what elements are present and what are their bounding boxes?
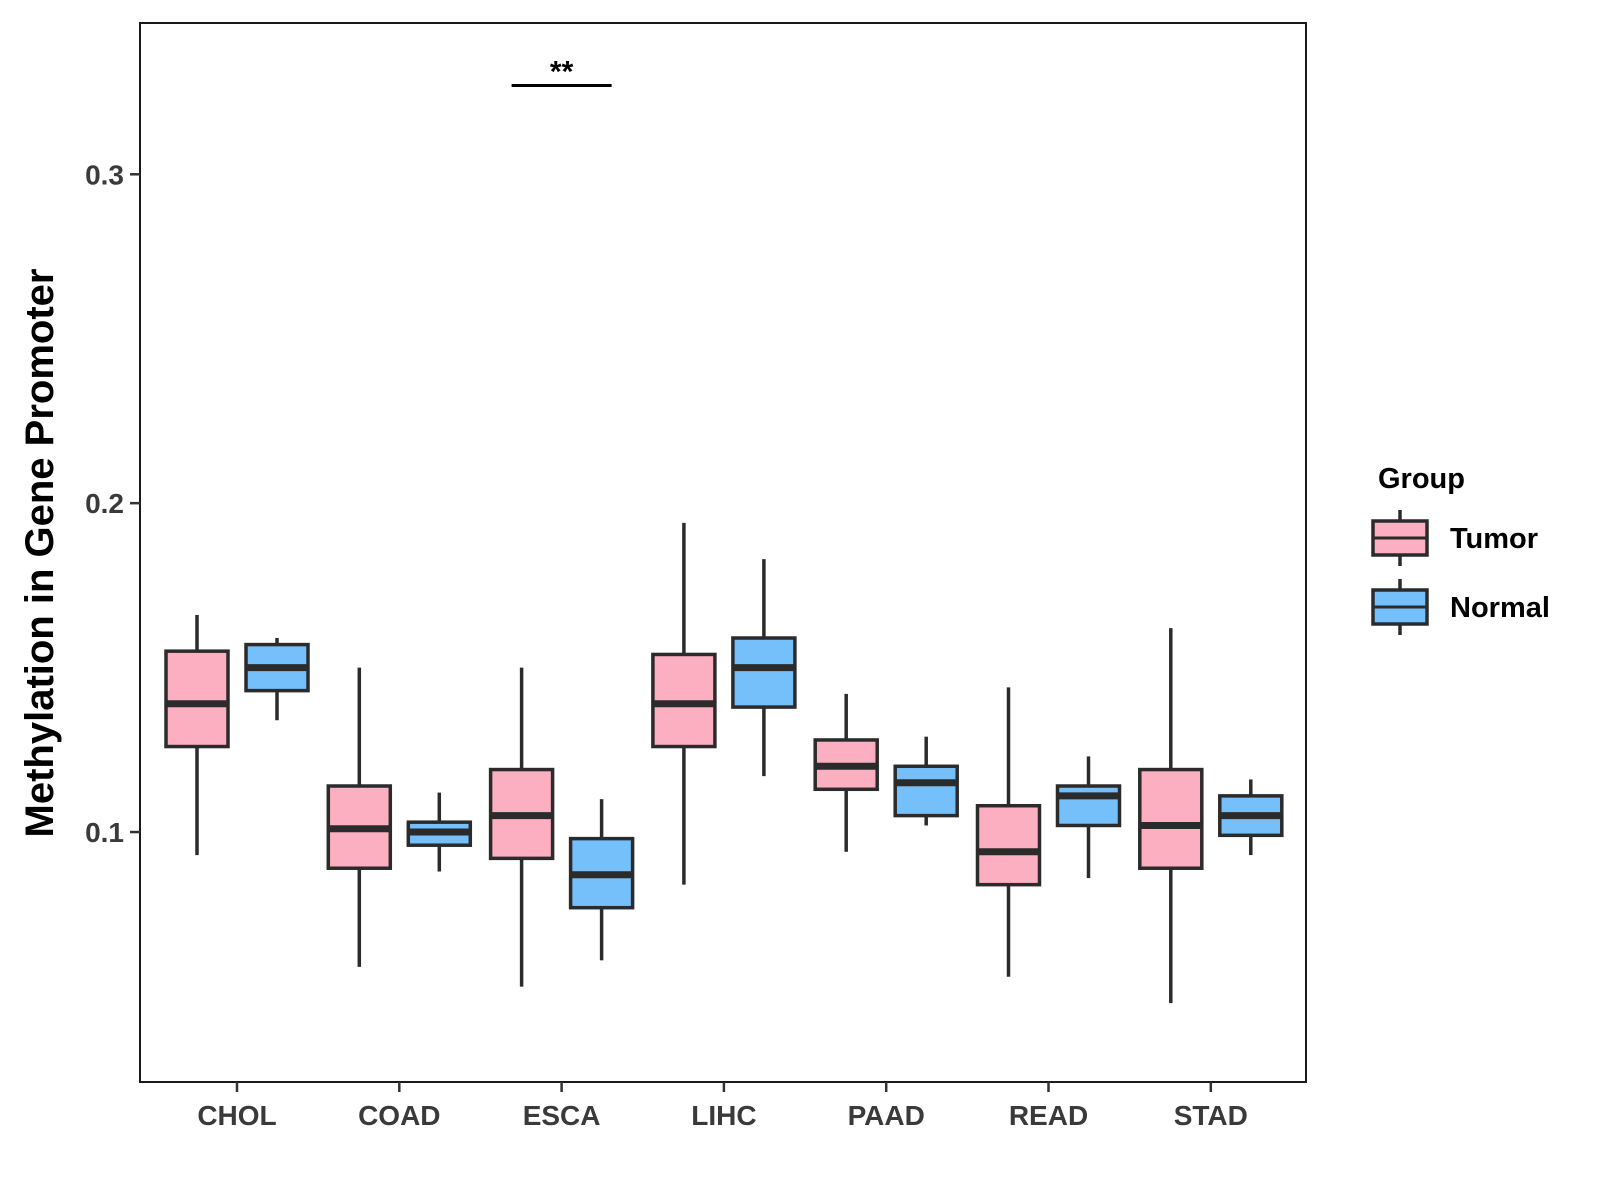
- axes: 0.1 0.2 0.3 CHOL COAD ESCA LIHC PAAD READ STAD: [85, 22, 1307, 1131]
- box-body-normal-paad: [893, 764, 959, 818]
- box-tumor-chol: [164, 614, 230, 856]
- plot-area: **: [164, 55, 1284, 1004]
- box-normal-esca: [568, 799, 635, 961]
- legend-label-tumor: Tumor: [1450, 523, 1538, 555]
- x-tick-label-coad: COAD: [358, 1100, 440, 1131]
- panel-border: [139, 22, 1307, 1083]
- x-tick-label-lihc: LIHC: [691, 1100, 756, 1131]
- box-tumor-coad: [326, 667, 393, 967]
- y-tick-label-0: 0.1: [85, 817, 124, 848]
- box-normal-coad: [406, 792, 473, 872]
- legend: Group Tumor Normal: [1371, 463, 1550, 635]
- x-tick-label-stad: STAD: [1174, 1100, 1248, 1131]
- box-tumor-read: [975, 687, 1042, 977]
- box-body-normal-read: [1055, 784, 1122, 828]
- legend-label-normal: Normal: [1450, 592, 1550, 624]
- legend-entries: Tumor Normal: [1371, 510, 1550, 635]
- legend-entry-normal: Normal: [1371, 579, 1550, 635]
- x-tick-label-esca: ESCA: [523, 1100, 601, 1131]
- box-tumor-esca: [488, 667, 555, 987]
- box-tumor-paad: [813, 693, 879, 852]
- box-body-tumor-read: [975, 803, 1042, 887]
- x-tick-label-chol: CHOL: [197, 1100, 276, 1131]
- box-body-tumor-stad: [1138, 767, 1204, 870]
- significance-label-0: **: [550, 55, 574, 88]
- x-tick-label-read: READ: [1009, 1100, 1088, 1131]
- box-normal-lihc: [731, 559, 797, 777]
- box-body-normal-lihc: [731, 636, 797, 709]
- box-body-tumor-chol: [164, 649, 230, 749]
- box-normal-stad: [1218, 779, 1284, 856]
- legend-entry-tumor: Tumor: [1371, 510, 1538, 566]
- box-tumor-lihc: [651, 522, 717, 885]
- x-tick-label-paad: PAAD: [848, 1100, 925, 1131]
- y-axis-title: Methylation in Gene Promoter: [18, 269, 62, 838]
- box-tumor-stad: [1138, 628, 1204, 1004]
- y-tick-label-1: 0.2: [85, 488, 124, 519]
- box-normal-paad: [893, 736, 959, 826]
- y-tick-label-2: 0.3: [85, 159, 124, 190]
- box-normal-chol: [244, 638, 310, 721]
- legend-title: Group: [1378, 463, 1465, 495]
- box-normal-read: [1055, 756, 1122, 879]
